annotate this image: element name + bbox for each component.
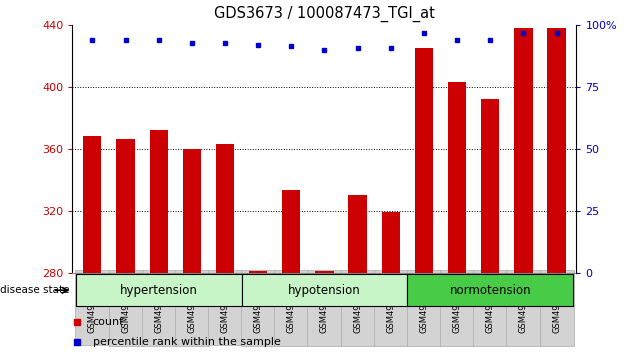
- Bar: [83, 136, 101, 273]
- Bar: [149, 130, 168, 273]
- Title: GDS3673 / 100087473_TGI_at: GDS3673 / 100087473_TGI_at: [214, 6, 435, 22]
- Bar: [382, 212, 400, 273]
- Bar: [249, 271, 267, 273]
- Bar: [216, 144, 234, 273]
- Bar: [415, 48, 433, 273]
- Bar: [448, 82, 466, 273]
- Text: percentile rank within the sample: percentile rank within the sample: [93, 337, 280, 347]
- Text: normotension: normotension: [449, 284, 531, 297]
- Bar: [76, 274, 241, 306]
- Text: count: count: [93, 317, 124, 327]
- Bar: [282, 190, 301, 273]
- Bar: [183, 149, 201, 273]
- Bar: [514, 28, 532, 273]
- Text: hypotension: hypotension: [288, 284, 361, 297]
- Bar: [547, 28, 566, 273]
- Bar: [348, 195, 367, 273]
- Bar: [408, 274, 573, 306]
- Bar: [481, 99, 500, 273]
- Bar: [241, 274, 408, 306]
- Text: hypertension: hypertension: [120, 284, 198, 297]
- Text: disease state: disease state: [0, 285, 69, 295]
- Bar: [117, 139, 135, 273]
- Bar: [316, 271, 333, 273]
